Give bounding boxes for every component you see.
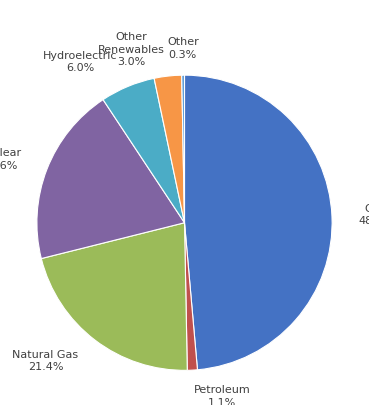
Wedge shape bbox=[182, 75, 184, 223]
Wedge shape bbox=[41, 223, 187, 370]
Text: Other
0.3%: Other 0.3% bbox=[167, 37, 199, 60]
Text: Other
Renewables
3.0%: Other Renewables 3.0% bbox=[98, 32, 165, 67]
Wedge shape bbox=[37, 100, 184, 258]
Text: Nuclear
19.6%: Nuclear 19.6% bbox=[0, 149, 22, 171]
Text: Coal
48.6%: Coal 48.6% bbox=[359, 204, 369, 226]
Text: Petroleum
1.1%: Petroleum 1.1% bbox=[194, 386, 251, 405]
Wedge shape bbox=[184, 223, 197, 370]
Text: Natural Gas
21.4%: Natural Gas 21.4% bbox=[13, 350, 79, 372]
Wedge shape bbox=[154, 75, 184, 223]
Wedge shape bbox=[103, 78, 184, 223]
Wedge shape bbox=[184, 75, 332, 370]
Text: Hydroelectric
6.0%: Hydroelectric 6.0% bbox=[43, 51, 117, 73]
